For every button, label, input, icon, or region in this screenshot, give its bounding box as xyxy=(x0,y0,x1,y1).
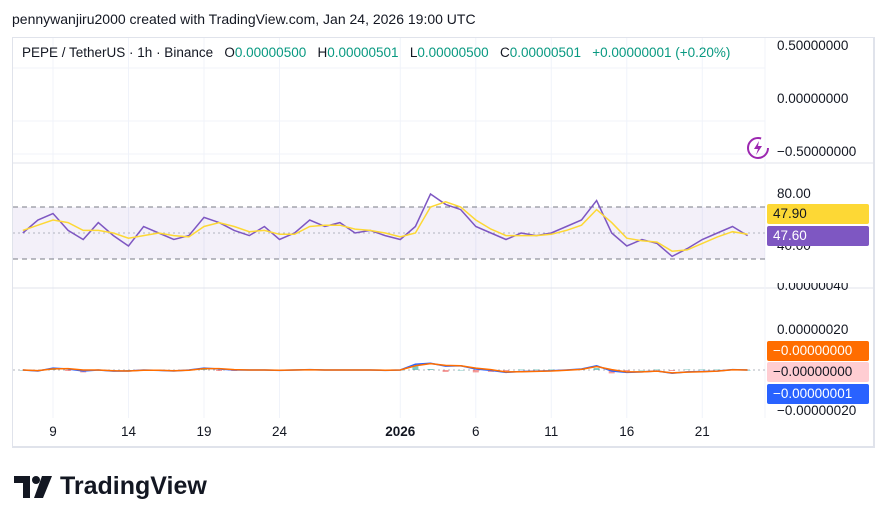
macd-tag: −0.00000001 xyxy=(767,384,869,404)
histogram-tag: −0.00000000 xyxy=(767,362,869,382)
low-label: L xyxy=(409,45,418,60)
symbol-name[interactable]: PEPE / TetherUS · 1h · Binance xyxy=(22,45,214,60)
high-label: H xyxy=(317,45,328,60)
logo-text: TradingView xyxy=(60,472,207,500)
signal-line xyxy=(22,362,748,374)
x-tick-label: 19 xyxy=(196,424,212,439)
symbol-legend: PEPE / TetherUS · 1h · Binance O0.000005… xyxy=(22,45,730,60)
open-label: O xyxy=(224,45,235,60)
macd-histogram-bar xyxy=(472,370,479,373)
macd-histogram-bar xyxy=(427,369,434,370)
macd-tick: 0.00000040 xyxy=(777,283,849,293)
macd-histogram-bar xyxy=(744,370,751,371)
macd-histogram-bar xyxy=(442,370,449,372)
open-value: 0.00000500 xyxy=(234,45,307,60)
macd-tick: 0.00000020 xyxy=(777,322,849,337)
x-tick-label: 6 xyxy=(472,424,480,439)
x-tick-label: 11 xyxy=(544,424,559,439)
price-tick: 0.50000000 xyxy=(777,38,849,53)
rsi-ma-line xyxy=(22,201,748,252)
macd-histogram-bar xyxy=(623,370,630,371)
macd-histogram-bar xyxy=(638,370,645,371)
rsi-tag: 47.60 xyxy=(767,226,869,246)
macd-tick: −0.00000020 xyxy=(777,403,857,415)
price-tick: −0.50000000 xyxy=(777,144,857,159)
close-label: C xyxy=(499,45,510,60)
macd-histogram-bar xyxy=(503,370,509,371)
close-value: 0.00000501 xyxy=(509,45,582,60)
lightning-icon[interactable] xyxy=(746,135,770,161)
rsi-tick: 80.00 xyxy=(777,186,811,201)
rsi-rsi-line xyxy=(22,192,748,258)
macd-histogram-bar xyxy=(669,370,676,371)
high-value: 0.00000501 xyxy=(327,45,399,60)
tradingview-logo[interactable]: TradingView xyxy=(14,472,207,501)
macd-histogram-bar xyxy=(216,370,223,371)
chart-frame[interactable] xyxy=(12,37,875,448)
x-tick-label: 21 xyxy=(694,424,710,439)
x-tick-label: 16 xyxy=(619,424,635,439)
macd-histogram-bar xyxy=(593,368,600,370)
x-tick-label: 9 xyxy=(49,424,57,439)
price-tick: 0.00000000 xyxy=(777,91,849,106)
signal-tag: −0.00000000 xyxy=(767,341,869,361)
tradingview-logo-icon xyxy=(14,475,52,498)
change-value: +0.00000001 (+0.20%) xyxy=(592,45,731,60)
low-value: 0.00000500 xyxy=(417,45,489,60)
x-tick-label: 14 xyxy=(120,424,137,439)
x-tick-label: 2026 xyxy=(385,424,416,439)
macd-histogram-bar xyxy=(457,370,464,371)
x-tick-label: 24 xyxy=(271,424,288,439)
macd-histogram-bar xyxy=(412,366,419,370)
rsi-ma-tag: 47.90 xyxy=(767,204,869,224)
macd-histogram-bar xyxy=(65,370,72,371)
chart-credit: pennywanjiru2000 created with TradingVie… xyxy=(12,11,476,27)
